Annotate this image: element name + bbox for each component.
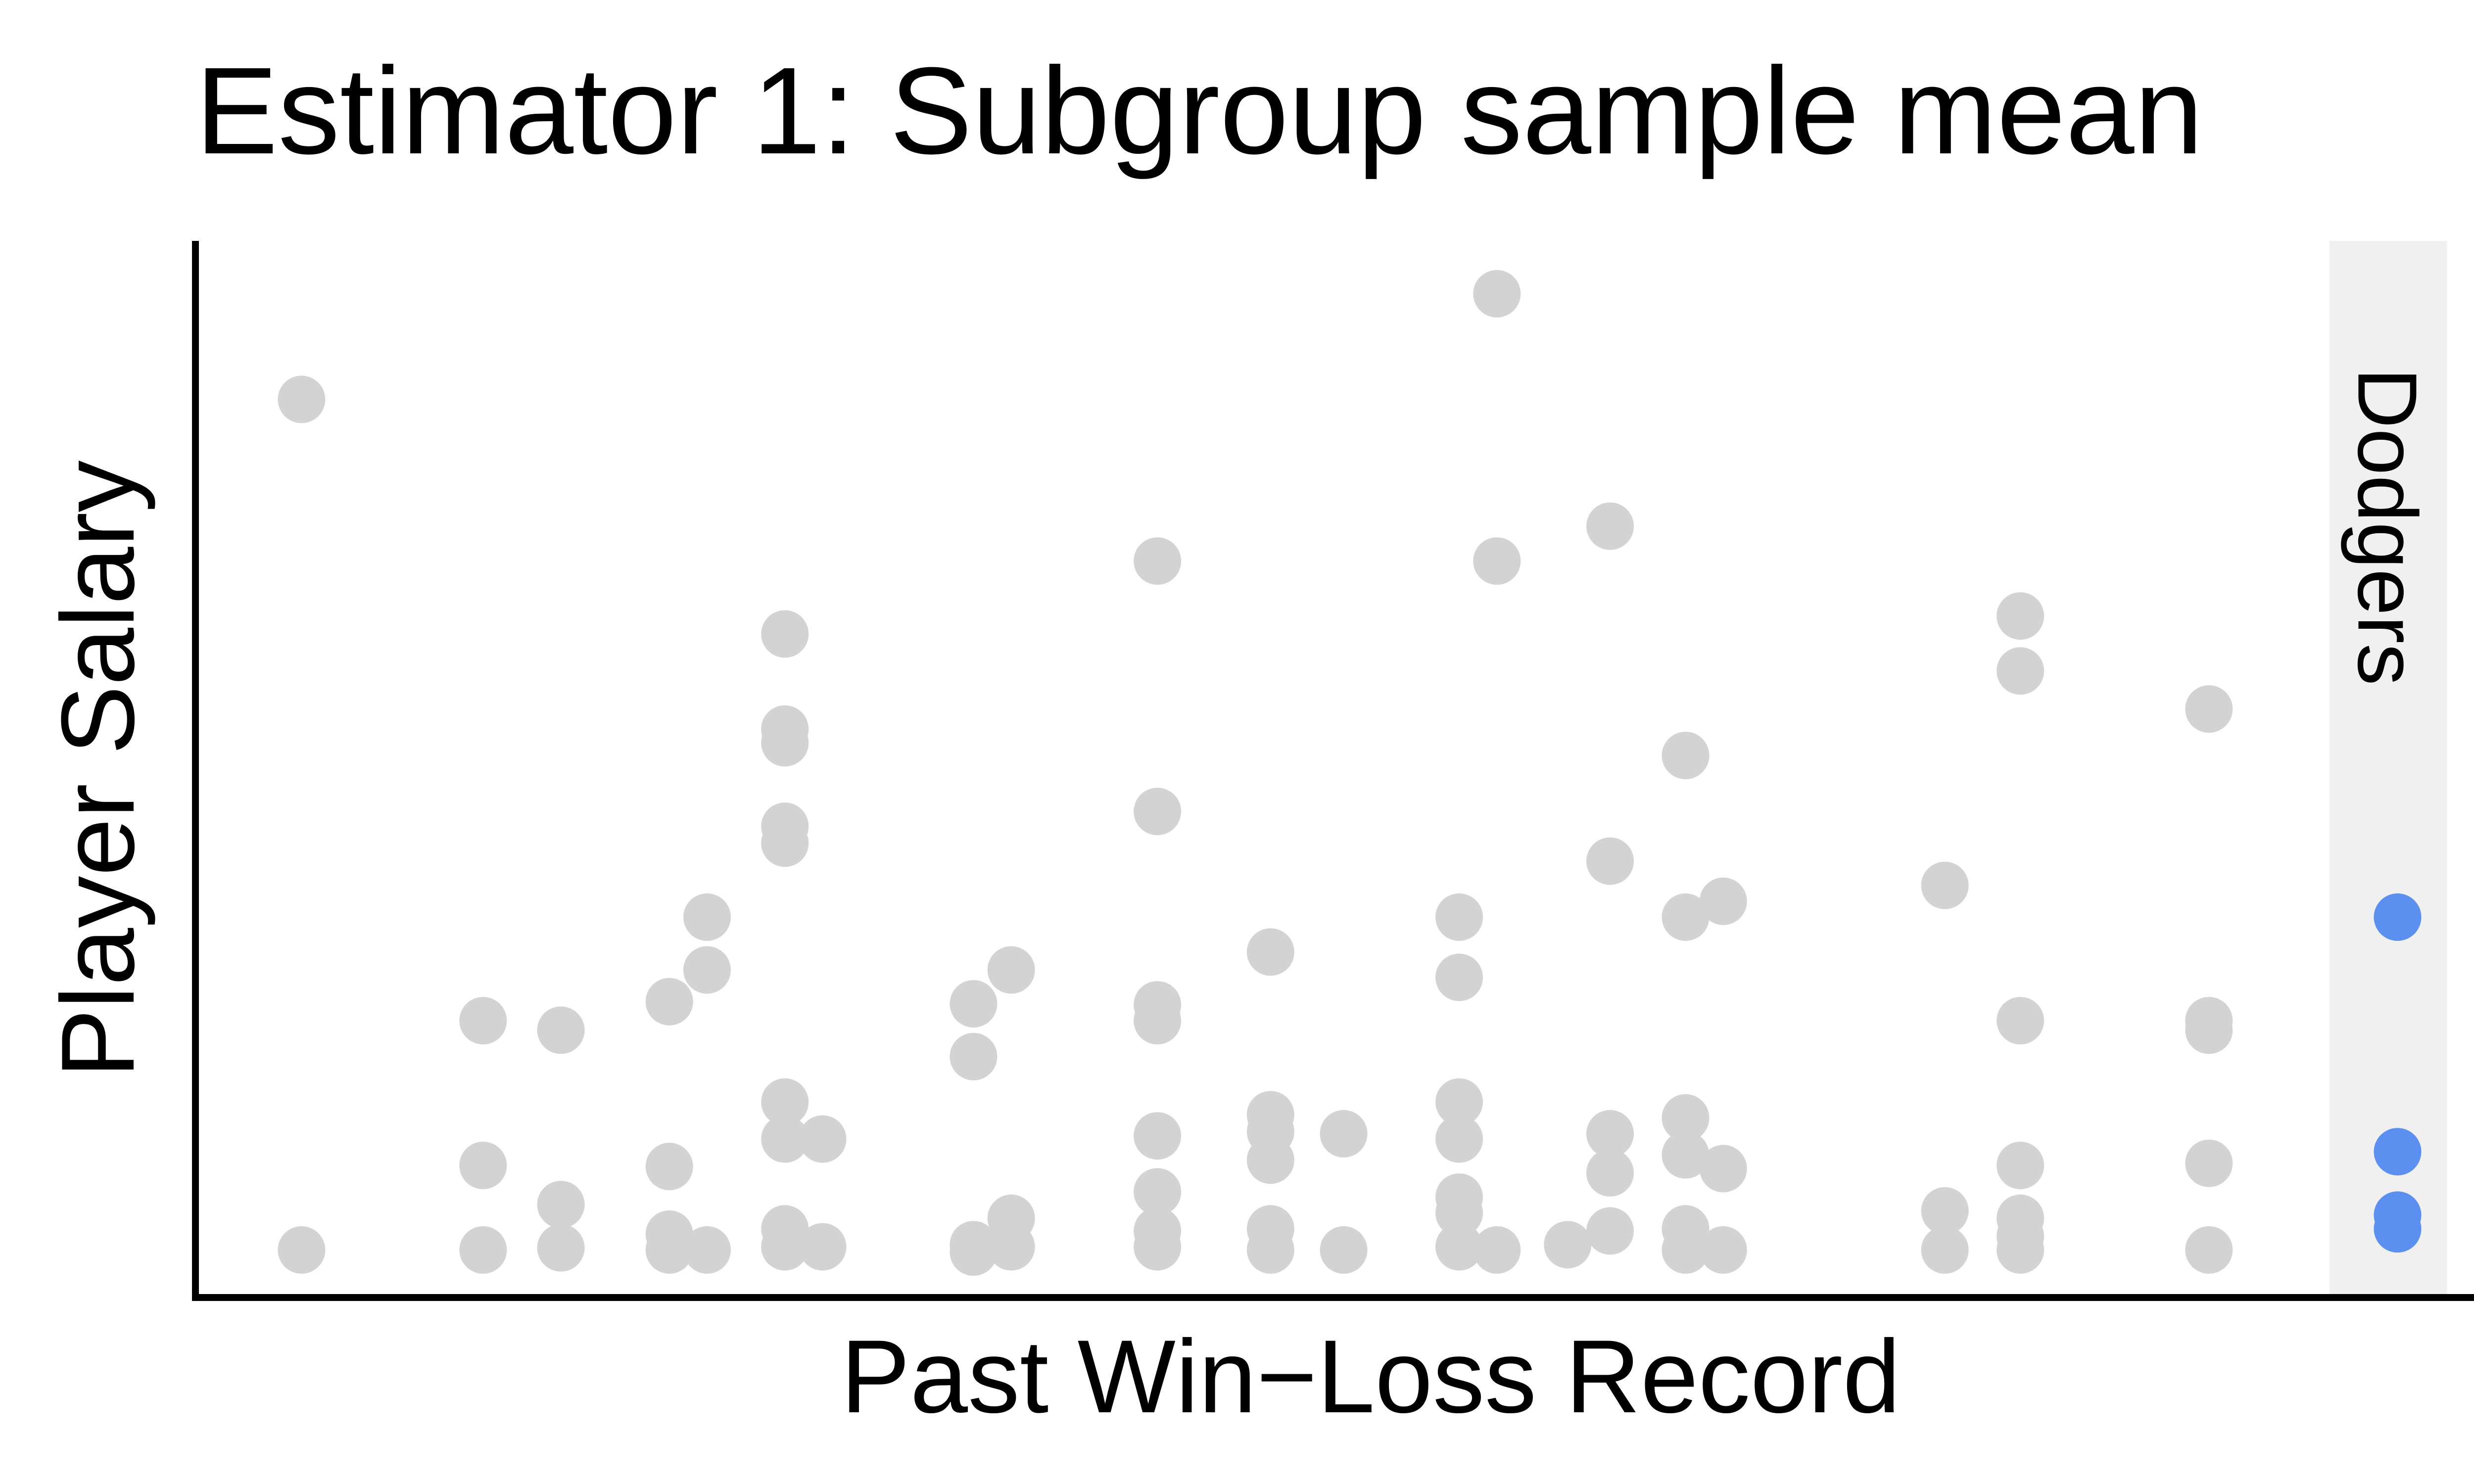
player-point	[1134, 537, 1182, 585]
player-point	[459, 1226, 507, 1274]
player-point	[1435, 1223, 1483, 1271]
player-point	[1544, 1221, 1592, 1269]
dodgers-band	[2329, 241, 2447, 1298]
player-point	[761, 1223, 809, 1271]
player-point	[2185, 685, 2233, 733]
player-point	[1320, 1110, 1368, 1158]
player-point	[537, 1181, 585, 1229]
player-point	[1662, 1094, 1710, 1142]
player-point	[537, 1224, 585, 1272]
dodgers-point	[2374, 893, 2422, 941]
player-point	[1473, 1226, 1521, 1274]
player-point	[645, 1226, 693, 1274]
player-point	[1921, 861, 1969, 909]
y-axis-label: Player Salary	[40, 461, 156, 1078]
player-point	[1320, 1226, 1368, 1274]
player-point	[950, 1032, 998, 1080]
player-point	[1586, 1207, 1634, 1255]
player-point	[1435, 893, 1483, 941]
player-point	[1997, 1226, 2045, 1274]
player-point	[761, 719, 809, 767]
player-point	[1997, 1142, 2045, 1189]
player-point	[1921, 1187, 1969, 1235]
player-point	[950, 1228, 998, 1276]
player-point	[1662, 1226, 1710, 1274]
player-point	[683, 1226, 731, 1274]
player-point	[799, 1115, 847, 1163]
player-point	[1435, 953, 1483, 1001]
player-point	[278, 375, 326, 423]
player-point	[1473, 537, 1521, 585]
player-point	[645, 977, 693, 1025]
player-point	[1997, 592, 2045, 640]
player-point	[2185, 1139, 2233, 1187]
player-point	[1435, 1078, 1483, 1126]
player-point	[1246, 928, 1294, 976]
player-point	[1246, 1136, 1294, 1184]
player-point	[1586, 502, 1634, 550]
player-point	[761, 610, 809, 658]
dodgers-point	[2374, 1128, 2422, 1176]
player-point	[459, 1142, 507, 1189]
player-point	[761, 819, 809, 867]
player-point	[459, 997, 507, 1045]
player-point	[1997, 647, 2045, 695]
x-axis-label: Past Win−Loss Record	[841, 1318, 1901, 1435]
player-point	[2185, 1226, 2233, 1274]
player-point	[645, 1143, 693, 1191]
player-point	[1662, 732, 1710, 780]
player-point	[761, 1115, 809, 1163]
player-point	[1997, 997, 2045, 1045]
player-point	[1134, 1223, 1182, 1271]
player-point	[278, 1226, 326, 1274]
player-point	[1246, 1226, 1294, 1274]
player-point	[1473, 270, 1521, 318]
player-point	[1134, 1112, 1182, 1160]
player-point	[683, 946, 731, 994]
points-layer	[278, 270, 2422, 1276]
player-point	[1586, 1149, 1634, 1197]
player-point	[1699, 1226, 1747, 1274]
player-point	[1586, 1110, 1634, 1158]
player-point	[987, 1223, 1035, 1271]
player-point	[1134, 997, 1182, 1045]
player-point	[1435, 1189, 1483, 1237]
chart-title: Estimator 1: Subgroup sample mean	[195, 42, 2203, 180]
player-point	[1134, 1168, 1182, 1216]
player-point	[987, 946, 1035, 994]
player-point	[799, 1223, 847, 1271]
player-point	[1662, 1131, 1710, 1179]
dodgers-point	[2374, 1205, 2422, 1253]
player-point	[1921, 1226, 1969, 1274]
player-point	[1699, 1145, 1747, 1193]
player-point	[537, 1006, 585, 1054]
player-point	[761, 1078, 809, 1126]
player-point	[1134, 788, 1182, 835]
player-point	[1662, 893, 1710, 941]
dodgers-band-label: Dodgers	[2340, 368, 2434, 686]
player-point	[950, 980, 998, 1028]
player-point	[1699, 878, 1747, 925]
player-point	[1586, 837, 1634, 885]
player-point	[2185, 1006, 2233, 1054]
player-point	[683, 893, 731, 941]
player-point	[1435, 1115, 1483, 1163]
